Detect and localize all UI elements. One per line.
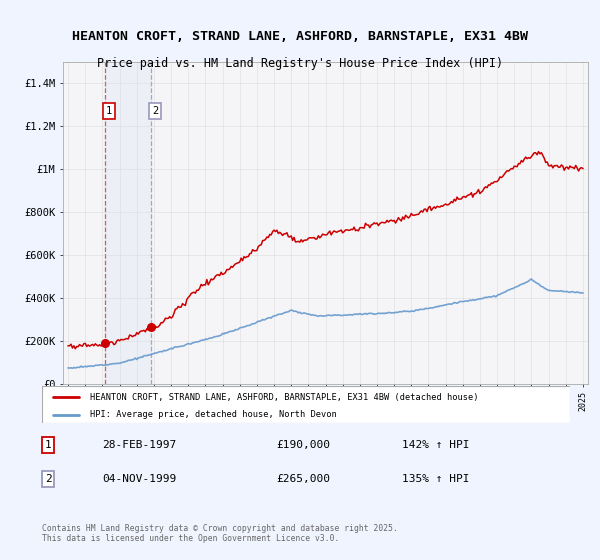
Text: HPI: Average price, detached house, North Devon: HPI: Average price, detached house, Nort… — [89, 410, 336, 419]
Text: £190,000: £190,000 — [276, 440, 330, 450]
Text: 28-FEB-1997: 28-FEB-1997 — [102, 440, 176, 450]
Text: £265,000: £265,000 — [276, 474, 330, 484]
Text: 2: 2 — [44, 474, 52, 484]
Text: HEANTON CROFT, STRAND LANE, ASHFORD, BARNSTAPLE, EX31 4BW: HEANTON CROFT, STRAND LANE, ASHFORD, BAR… — [72, 30, 528, 43]
Bar — [105, 62, 151, 384]
Text: Price paid vs. HM Land Registry's House Price Index (HPI): Price paid vs. HM Land Registry's House … — [97, 57, 503, 70]
Text: 04-NOV-1999: 04-NOV-1999 — [102, 474, 176, 484]
Text: 142% ↑ HPI: 142% ↑ HPI — [402, 440, 470, 450]
Text: 1: 1 — [106, 106, 112, 116]
Text: 2: 2 — [152, 106, 158, 116]
Text: Contains HM Land Registry data © Crown copyright and database right 2025.
This d: Contains HM Land Registry data © Crown c… — [42, 524, 398, 543]
Text: 1: 1 — [44, 440, 52, 450]
Text: 135% ↑ HPI: 135% ↑ HPI — [402, 474, 470, 484]
Text: HEANTON CROFT, STRAND LANE, ASHFORD, BARNSTAPLE, EX31 4BW (detached house): HEANTON CROFT, STRAND LANE, ASHFORD, BAR… — [89, 393, 478, 402]
